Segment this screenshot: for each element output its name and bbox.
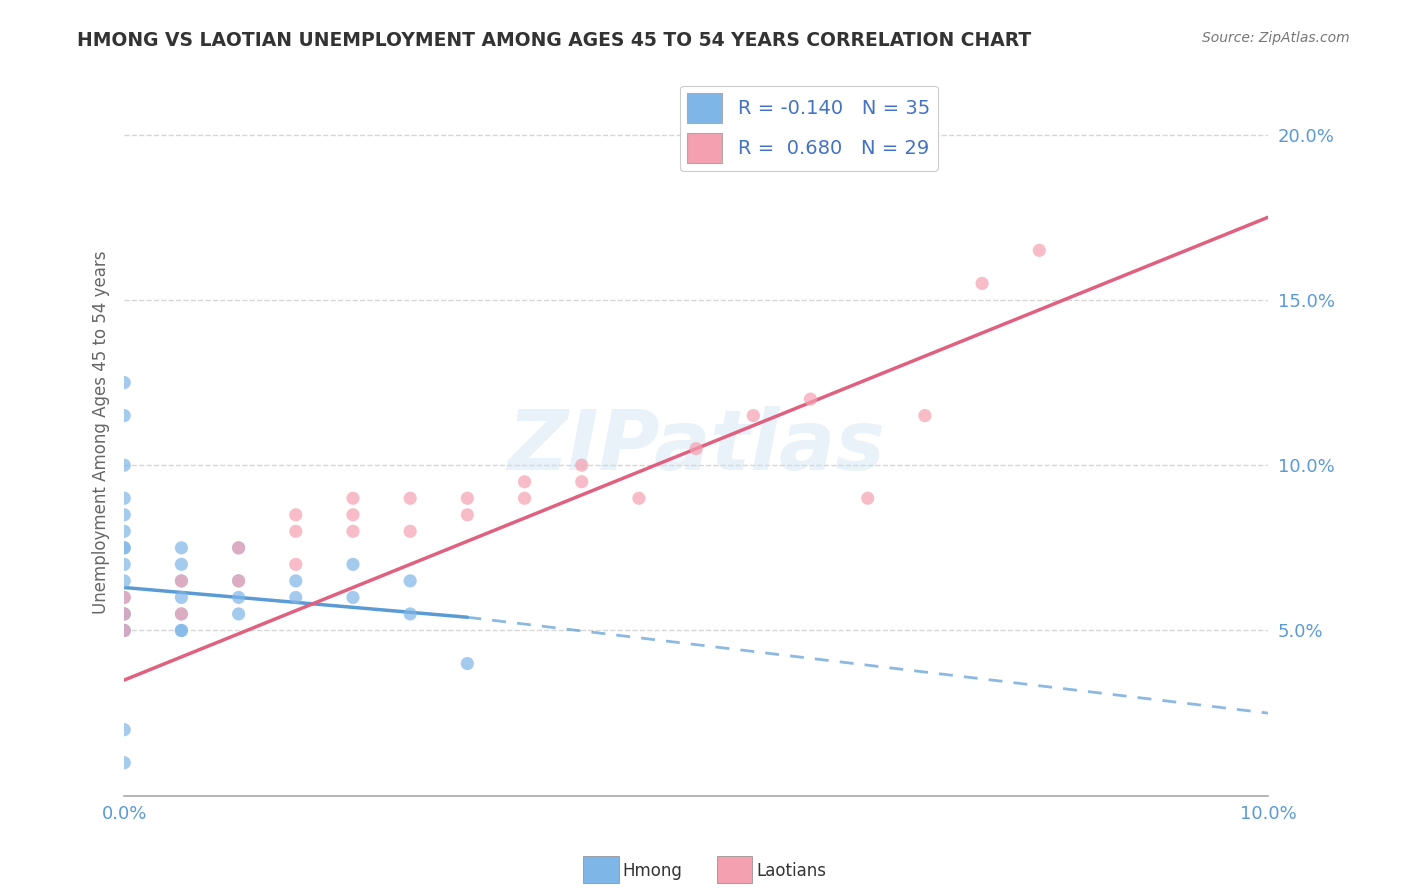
Point — [170, 607, 193, 621]
Point — [170, 541, 193, 555]
Point — [970, 277, 993, 291]
Point — [112, 491, 135, 506]
Point — [228, 541, 250, 555]
Point — [112, 624, 135, 638]
Point — [112, 508, 135, 522]
Point — [284, 558, 307, 572]
Point — [170, 624, 193, 638]
Point — [284, 524, 307, 539]
Point — [685, 442, 707, 456]
Point — [284, 508, 307, 522]
Point — [513, 475, 536, 489]
Point — [112, 409, 135, 423]
Point — [1028, 244, 1050, 258]
Point — [513, 491, 536, 506]
Point — [342, 508, 364, 522]
Point — [112, 723, 135, 737]
Point — [456, 508, 478, 522]
Point — [112, 591, 135, 605]
Point — [342, 591, 364, 605]
Point — [571, 475, 593, 489]
Point — [228, 574, 250, 588]
Point — [170, 624, 193, 638]
Point — [112, 591, 135, 605]
Legend: R = -0.140   N = 35, R =  0.680   N = 29: R = -0.140 N = 35, R = 0.680 N = 29 — [679, 86, 938, 171]
Point — [112, 541, 135, 555]
Point — [399, 524, 422, 539]
Point — [342, 491, 364, 506]
Text: Laotians: Laotians — [756, 863, 827, 880]
Point — [627, 491, 650, 506]
Text: Hmong: Hmong — [623, 863, 683, 880]
Point — [799, 392, 821, 406]
Point — [284, 591, 307, 605]
Point — [399, 607, 422, 621]
Point — [399, 491, 422, 506]
Point — [112, 607, 135, 621]
Point — [112, 376, 135, 390]
Point — [112, 624, 135, 638]
Point — [228, 607, 250, 621]
Point — [456, 491, 478, 506]
Point — [112, 458, 135, 473]
Text: Source: ZipAtlas.com: Source: ZipAtlas.com — [1202, 31, 1350, 45]
Point — [112, 558, 135, 572]
Point — [742, 409, 765, 423]
Point — [571, 458, 593, 473]
Point — [914, 409, 936, 423]
Point — [112, 607, 135, 621]
Point — [112, 524, 135, 539]
Point — [342, 558, 364, 572]
Text: HMONG VS LAOTIAN UNEMPLOYMENT AMONG AGES 45 TO 54 YEARS CORRELATION CHART: HMONG VS LAOTIAN UNEMPLOYMENT AMONG AGES… — [77, 31, 1032, 50]
Point — [284, 574, 307, 588]
Point — [170, 574, 193, 588]
Text: ZIPatlas: ZIPatlas — [508, 406, 884, 487]
Point — [112, 624, 135, 638]
Point — [342, 524, 364, 539]
Point — [170, 574, 193, 588]
Point — [170, 591, 193, 605]
Point — [112, 607, 135, 621]
Point — [856, 491, 879, 506]
Point — [228, 574, 250, 588]
Point — [112, 541, 135, 555]
Point — [399, 574, 422, 588]
Point — [170, 558, 193, 572]
Point — [170, 607, 193, 621]
Point — [228, 591, 250, 605]
Y-axis label: Unemployment Among Ages 45 to 54 years: Unemployment Among Ages 45 to 54 years — [93, 251, 110, 614]
Point — [228, 541, 250, 555]
Point — [112, 756, 135, 770]
Point — [112, 574, 135, 588]
Point — [456, 657, 478, 671]
